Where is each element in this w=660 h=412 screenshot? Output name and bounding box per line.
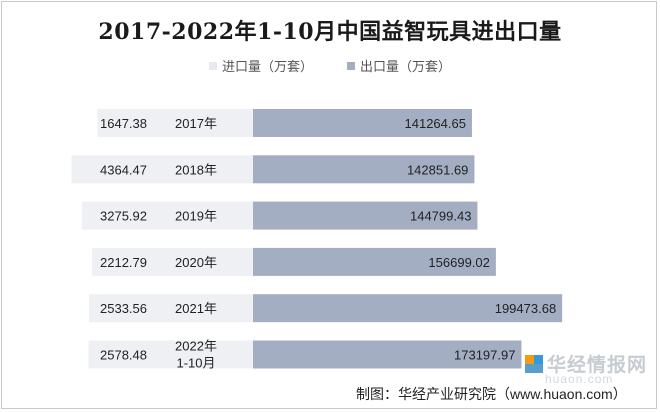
export-value-label-3: 156699.02 — [428, 255, 489, 270]
category-label-1: 2018年 — [175, 162, 217, 177]
export-bar-0 — [253, 109, 472, 137]
import-value-label-3: 2212.79 — [100, 255, 147, 270]
import-value-label-0: 1647.38 — [100, 116, 147, 131]
import-value-label-5: 2578.48 — [100, 348, 147, 363]
category-label-5: 2022年 1-10月 — [175, 339, 217, 371]
import-value-label-4: 2533.56 — [100, 301, 147, 316]
legend-swatch-export — [347, 61, 355, 70]
import-bar-1 — [71, 155, 253, 184]
source-note: 制图：华经产业研究院（www.huaon.com） — [356, 386, 627, 402]
legend-label-import: 进口量（万套） — [221, 59, 313, 74]
category-label-0: 2017年 — [175, 116, 217, 131]
chart-legend: 进口量（万套） 出口量（万套） — [0, 56, 660, 75]
import-bar-5 — [88, 340, 253, 369]
category-label-2: 2019年 — [175, 209, 217, 224]
category-label-4: 2021年 — [175, 301, 217, 316]
watermark-logo-icon — [525, 354, 543, 373]
export-bar-1 — [253, 155, 475, 184]
export-value-label-1: 142851.69 — [407, 162, 468, 177]
legend-item-import: 进口量（万套） — [208, 56, 313, 75]
export-value-label-2: 144799.43 — [410, 209, 471, 224]
export-value-label-0: 141264.65 — [405, 116, 466, 131]
watermark-url: huaon.com — [545, 372, 614, 386]
export-bar-5 — [253, 340, 522, 369]
legend-swatch-import — [208, 61, 217, 70]
import-bar-4 — [88, 294, 253, 323]
watermark-brand: 华经情报网 — [547, 355, 648, 376]
legend-item-export: 出口量（万套） — [347, 56, 451, 75]
import-value-label-1: 4364.47 — [100, 162, 147, 177]
import-bar-3 — [91, 247, 254, 276]
watermark: 华经情报网 — [525, 350, 647, 377]
legend-label-export: 出口量（万套） — [360, 59, 452, 74]
chart-title: 2017-2022年1-10月中国益智玩具进出口量 — [98, 19, 562, 45]
export-value-label-4: 199473.68 — [495, 301, 556, 316]
import-bar-0 — [97, 109, 254, 137]
category-label-3: 2020年 — [175, 255, 217, 270]
export-value-label-5: 173197.97 — [454, 348, 515, 363]
export-bar-3 — [253, 247, 496, 276]
export-bar-2 — [253, 201, 478, 230]
import-bar-2 — [81, 201, 254, 230]
export-bar-4 — [253, 294, 563, 323]
import-value-label-2: 3275.92 — [100, 209, 147, 224]
